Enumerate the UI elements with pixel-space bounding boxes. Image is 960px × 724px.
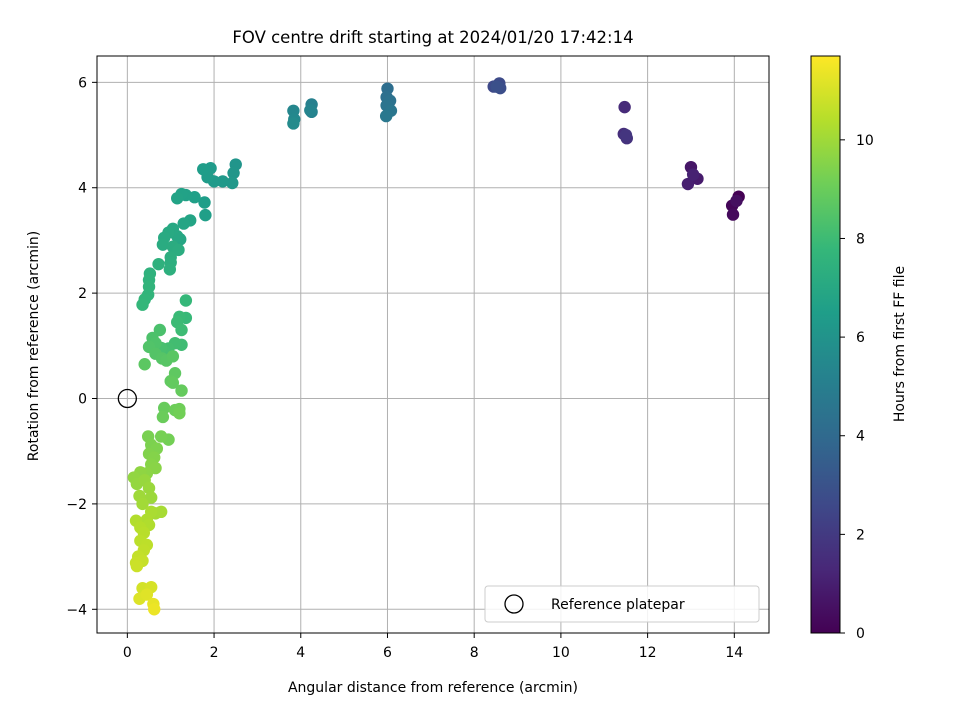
points-layer bbox=[117, 77, 745, 616]
y-tick-label: 4 bbox=[78, 181, 87, 197]
data-point bbox=[130, 559, 144, 573]
y-tick-label: 2 bbox=[78, 286, 87, 302]
data-point bbox=[227, 166, 240, 180]
legend-entry-reference: Reference platepar bbox=[551, 597, 685, 613]
data-point bbox=[730, 194, 743, 208]
y-tick-label: −2 bbox=[66, 497, 87, 513]
x-tick-label: 6 bbox=[383, 645, 392, 661]
data-point bbox=[148, 603, 161, 616]
data-point bbox=[166, 350, 180, 363]
data-point bbox=[166, 376, 180, 389]
legend-reference-marker bbox=[504, 594, 524, 614]
data-point bbox=[490, 80, 503, 93]
data-point bbox=[618, 100, 631, 114]
x-tick-label: 2 bbox=[210, 645, 219, 661]
data-point bbox=[304, 104, 317, 117]
data-point bbox=[144, 491, 158, 504]
data-point bbox=[142, 481, 156, 495]
colorbar-tick-label: 6 bbox=[856, 330, 865, 346]
data-point bbox=[198, 196, 211, 209]
x-tick-label: 0 bbox=[123, 645, 132, 661]
colorbar-tick-label: 2 bbox=[856, 527, 865, 543]
data-point bbox=[136, 497, 149, 511]
data-point bbox=[153, 323, 167, 337]
colorbar-ticks: 0 2 4 6 8 10 bbox=[840, 133, 874, 642]
data-point bbox=[172, 243, 185, 257]
colorbar-label: Hours from first FF file bbox=[892, 266, 908, 422]
data-point bbox=[156, 238, 170, 251]
data-point bbox=[175, 323, 188, 337]
reference-platepar-marker bbox=[117, 388, 137, 409]
data-point bbox=[287, 117, 300, 130]
x-tick-label: 10 bbox=[552, 645, 570, 661]
data-point bbox=[156, 410, 170, 424]
y-tick-label: 0 bbox=[78, 392, 87, 408]
data-point bbox=[686, 168, 700, 181]
colorbar-tick-label: 10 bbox=[856, 133, 874, 149]
y-tick-label: 6 bbox=[78, 75, 87, 91]
data-point bbox=[619, 128, 633, 142]
legend-box bbox=[484, 585, 760, 623]
colorbar-gradient bbox=[810, 55, 841, 634]
data-point bbox=[226, 176, 239, 190]
x-tick-label: 12 bbox=[639, 645, 657, 661]
colorbar-tick-label: 8 bbox=[856, 231, 865, 247]
grid-layer bbox=[97, 56, 769, 633]
data-point bbox=[199, 208, 212, 222]
data-point bbox=[163, 263, 177, 276]
data-point bbox=[726, 208, 740, 221]
data-point bbox=[138, 358, 151, 371]
x-tick-label: 8 bbox=[470, 645, 479, 661]
data-point bbox=[216, 175, 229, 188]
data-point bbox=[175, 384, 188, 397]
y-axis-label: Rotation from reference (arcmin) bbox=[26, 231, 42, 461]
x-tick-label: 4 bbox=[296, 645, 305, 661]
x-axis-label: Angular distance from reference (arcmin) bbox=[288, 680, 578, 696]
chart-title: FOV centre drift starting at 2024/01/20 … bbox=[232, 28, 633, 47]
y-tick-label: −4 bbox=[66, 602, 87, 618]
data-point bbox=[171, 192, 184, 205]
data-point bbox=[154, 430, 168, 443]
data-point bbox=[197, 163, 210, 176]
data-point bbox=[140, 588, 154, 601]
plot-frame bbox=[96, 55, 770, 634]
colorbar-tick-label: 0 bbox=[856, 626, 865, 642]
x-tick-label: 14 bbox=[725, 645, 743, 661]
legend: Reference platepar bbox=[484, 585, 760, 623]
data-point bbox=[152, 257, 165, 271]
data-point bbox=[379, 109, 393, 123]
data-point bbox=[681, 177, 695, 191]
data-point bbox=[173, 407, 186, 420]
data-point bbox=[154, 505, 168, 519]
colorbar-tick-label: 4 bbox=[856, 429, 865, 445]
colorbar: 0 2 4 6 8 10 Hours from first FF file bbox=[810, 55, 908, 642]
data-point bbox=[177, 217, 190, 230]
data-point bbox=[136, 298, 149, 311]
axes-layer: 0 2 4 6 8 10 12 14 −4 −2 0 2 4 6 bbox=[66, 55, 770, 661]
data-point bbox=[179, 294, 193, 307]
